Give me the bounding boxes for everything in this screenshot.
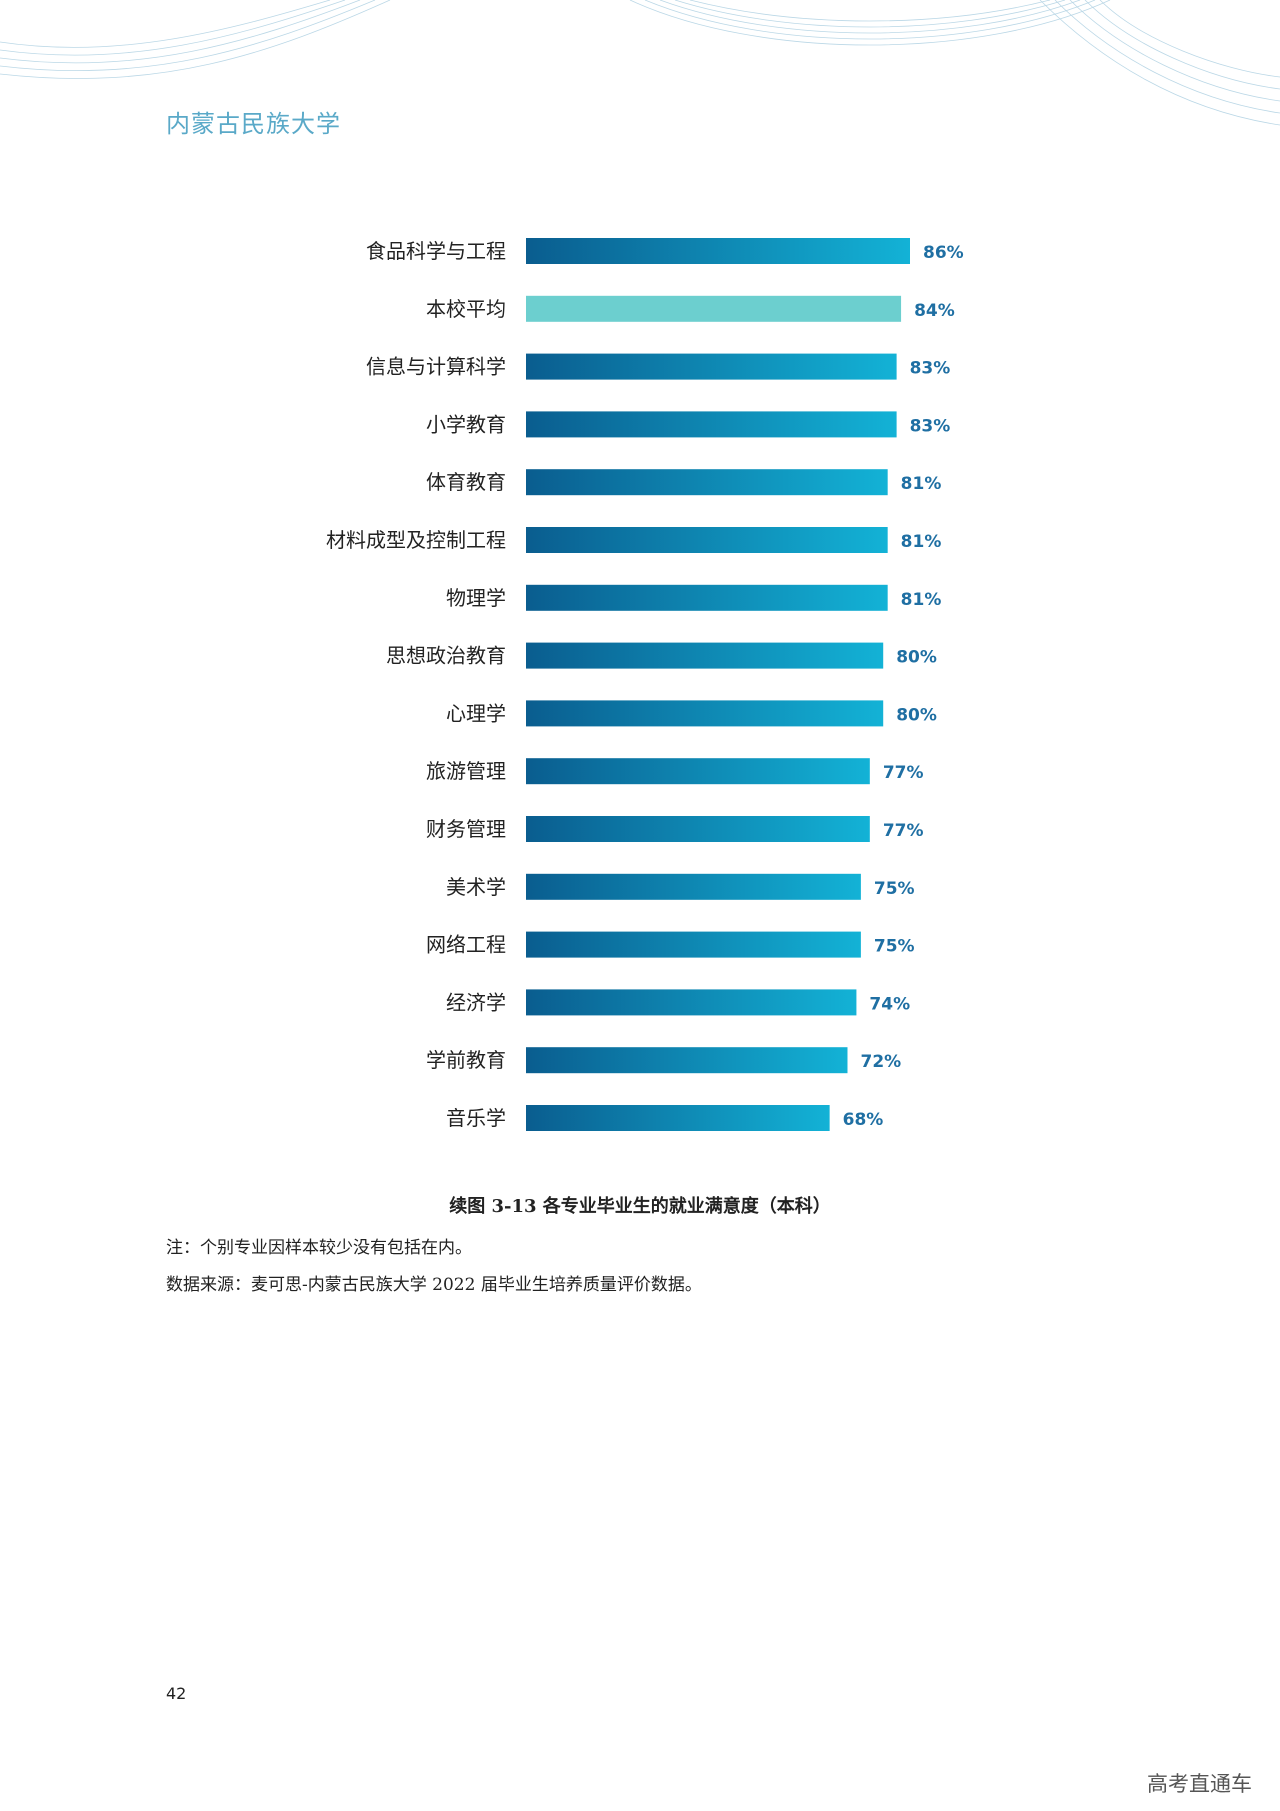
bar <box>526 758 870 785</box>
bar <box>526 1047 848 1074</box>
category-label: 网络工程 <box>426 933 506 957</box>
value-label: 77% <box>883 763 924 783</box>
watermark-text: 高考直通车 <box>1147 1772 1252 1796</box>
value-label: 74% <box>869 994 910 1014</box>
category-label: 经济学 <box>446 990 506 1014</box>
bar <box>526 1105 830 1131</box>
category-label: 体育教育 <box>426 470 506 494</box>
category-label: 小学教育 <box>426 412 506 436</box>
category-label: 心理学 <box>446 701 506 725</box>
value-label: 68% <box>843 1110 884 1130</box>
satisfaction-bar-chart: 食品科学与工程 86% 本校平均 84% 信息与计算科学 83% 小学教育 83% 体育教育 81… <box>326 238 964 1131</box>
bar <box>526 642 884 669</box>
data-source-note: 数据来源：麦可思-内蒙古民族大学 2022 届毕业生培养质量评价数据。 <box>166 1275 702 1295</box>
value-label: 80% <box>896 705 937 725</box>
value-label: 81% <box>901 474 942 494</box>
value-label: 75% <box>874 879 915 899</box>
value-label: 81% <box>901 590 942 610</box>
value-label: 72% <box>860 1052 901 1072</box>
bar <box>526 816 870 842</box>
value-label: 81% <box>901 532 942 552</box>
category-label: 材料成型及控制工程 <box>326 528 506 552</box>
bar <box>526 238 910 264</box>
bar <box>526 527 888 553</box>
bar <box>526 411 897 438</box>
bar <box>526 700 884 727</box>
category-label: 信息与计算科学 <box>366 355 506 379</box>
value-label: 80% <box>896 648 937 668</box>
category-label: 美术学 <box>446 875 506 899</box>
value-label: 84% <box>914 301 955 321</box>
value-label: 86% <box>923 243 964 263</box>
value-label: 83% <box>910 359 951 379</box>
chart-note: 注：个别专业因样本较少没有包括在内。 <box>166 1238 472 1258</box>
category-label: 学前教育 <box>426 1048 506 1072</box>
bar <box>526 353 897 380</box>
header-wave-decoration <box>0 0 1280 126</box>
category-label: 食品科学与工程 <box>366 239 506 263</box>
value-label: 75% <box>874 937 915 957</box>
bar <box>526 469 888 496</box>
category-label: 物理学 <box>446 586 506 610</box>
category-label: 本校平均 <box>426 297 506 321</box>
school-average-bar <box>526 295 902 322</box>
bar <box>526 931 861 958</box>
category-label: 思想政治教育 <box>386 644 506 668</box>
chart-bars: 食品科学与工程 86% 本校平均 84% 信息与计算科学 83% 小学教育 83% 体育教育 81… <box>326 238 964 1131</box>
category-label: 音乐学 <box>446 1106 506 1130</box>
bar <box>526 584 888 611</box>
value-label: 77% <box>883 821 924 841</box>
bar <box>526 989 857 1016</box>
page-number: 42 <box>166 1684 187 1703</box>
value-label: 83% <box>910 416 951 436</box>
category-label: 财务管理 <box>426 817 506 841</box>
bar <box>526 873 861 900</box>
category-label: 旅游管理 <box>426 759 506 783</box>
chart-title: 续图 3-13 各专业毕业生的就业满意度（本科） <box>449 1196 831 1217</box>
header-university-name: 内蒙古民族大学 <box>166 110 341 138</box>
